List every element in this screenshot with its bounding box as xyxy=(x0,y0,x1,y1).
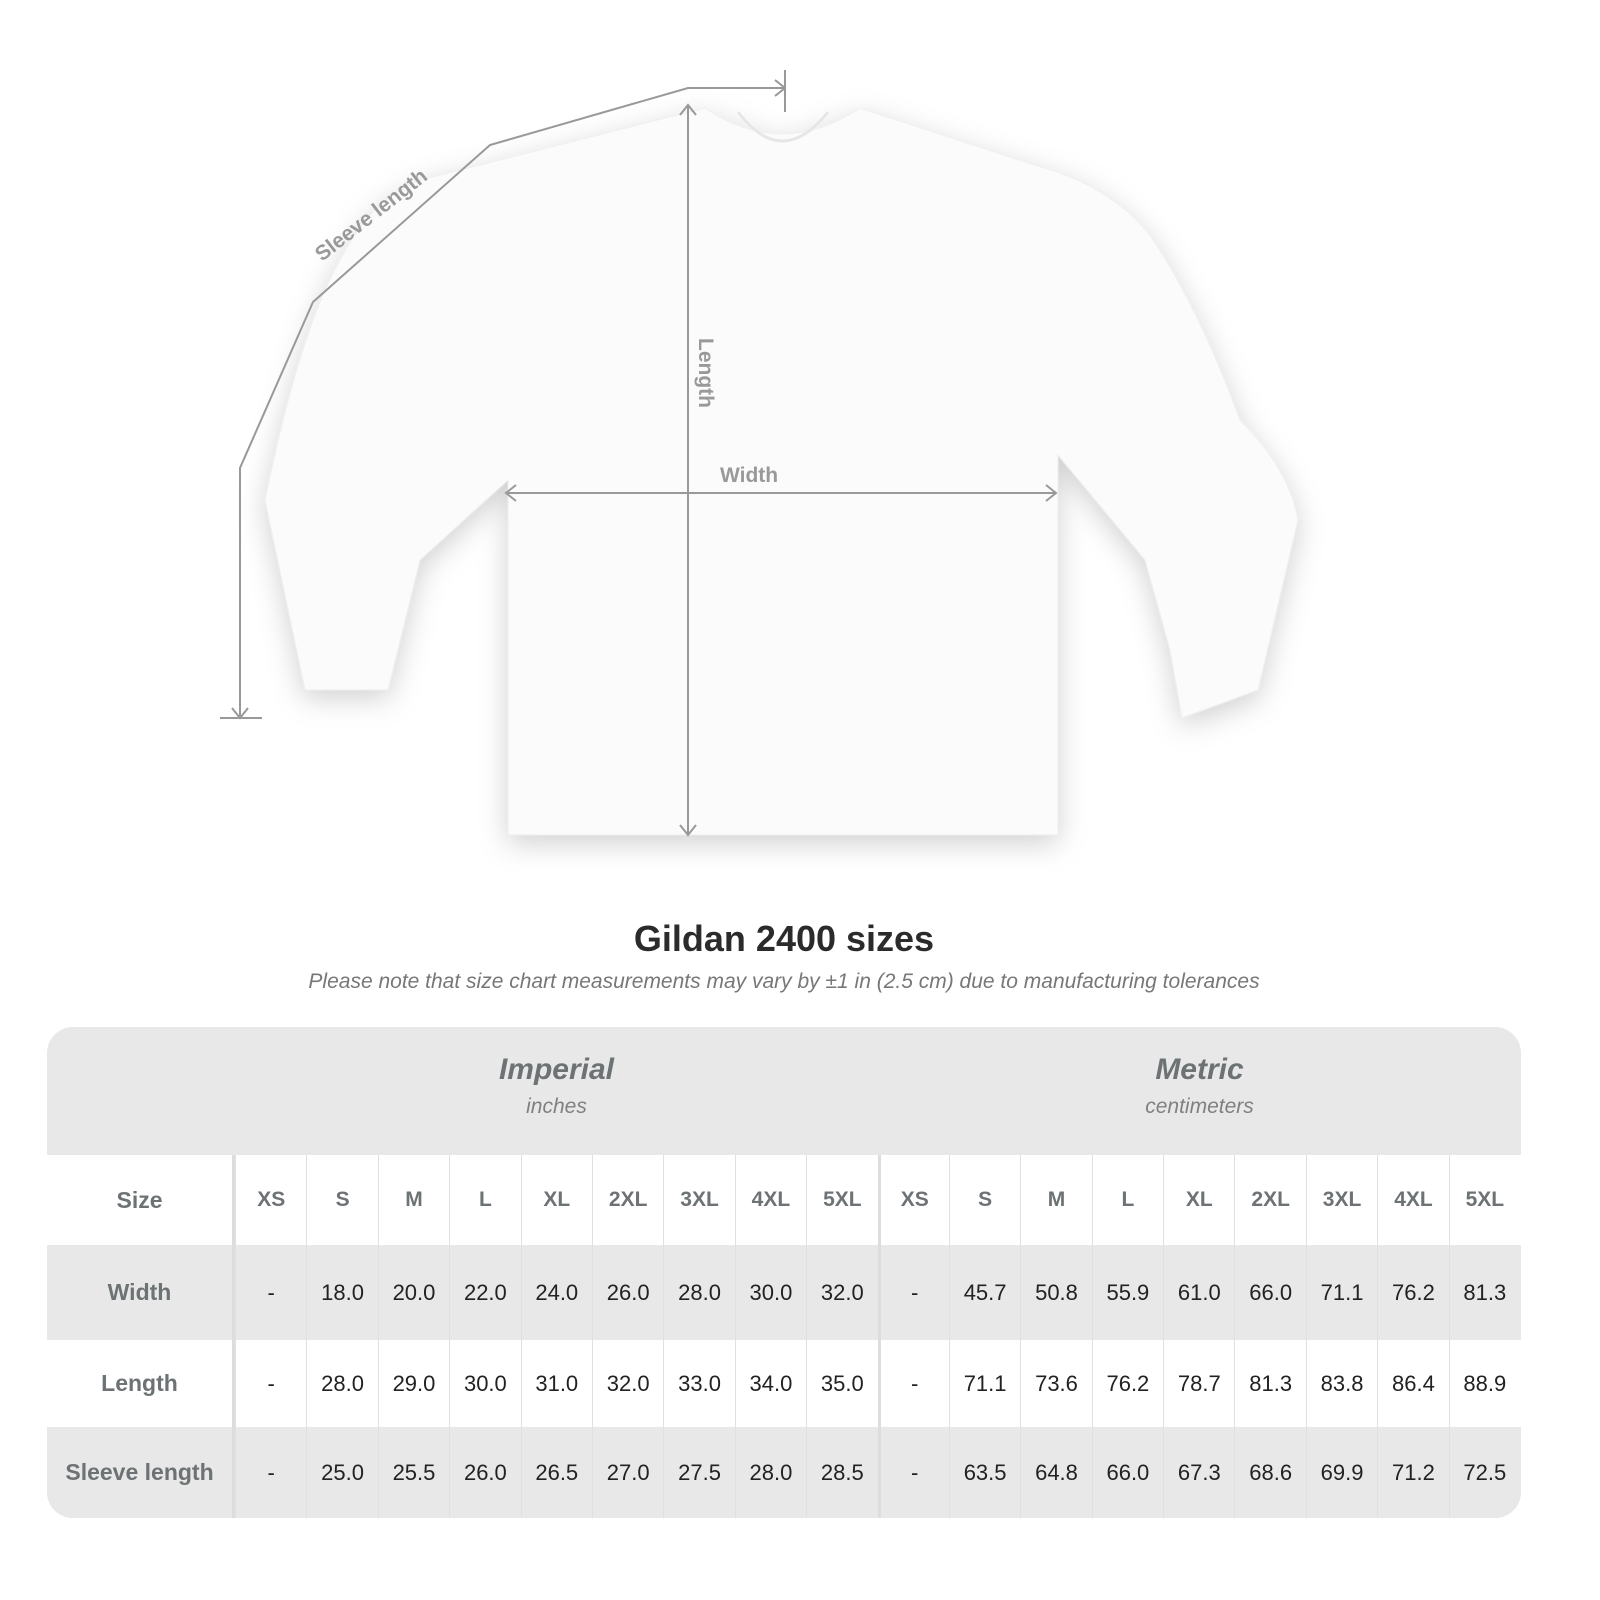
size-header-cell: S xyxy=(306,1155,377,1245)
size-header-cell: XS xyxy=(235,1155,306,1245)
size-header-cell: XS xyxy=(877,1155,949,1245)
value-cell: 34.0 xyxy=(734,1340,806,1427)
metric-unit: centimeters xyxy=(1145,1095,1254,1118)
value-cell: - xyxy=(235,1427,306,1518)
value-cell: 88.9 xyxy=(1448,1340,1520,1427)
value-cell: 32.0 xyxy=(806,1245,877,1340)
value-cell: - xyxy=(877,1427,949,1518)
size-header-cell: M xyxy=(1020,1155,1091,1245)
value-cell: 69.9 xyxy=(1305,1427,1377,1518)
value-cell: 28.0 xyxy=(306,1340,377,1427)
measurement-lines xyxy=(220,70,1058,837)
value-cell: 55.9 xyxy=(1091,1245,1163,1340)
value-cell: 26.0 xyxy=(591,1245,663,1340)
size-header-cell: 5XL xyxy=(1448,1155,1520,1245)
value-cell: 31.0 xyxy=(520,1340,592,1427)
value-cell: 26.5 xyxy=(520,1427,592,1518)
imperial-header: Imperial inches xyxy=(235,1027,878,1155)
row-label: Length xyxy=(47,1340,235,1427)
value-cell: 64.8 xyxy=(1020,1427,1091,1518)
value-cell: 28.5 xyxy=(806,1427,877,1518)
row-label: Sleeve length xyxy=(47,1427,235,1518)
value-cell: 71.1 xyxy=(948,1340,1020,1427)
value-cell: 66.0 xyxy=(1234,1245,1305,1340)
size-header-cell: XL xyxy=(520,1155,592,1245)
page-title: Gildan 2400 sizes xyxy=(633,918,935,959)
value-cell: 71.1 xyxy=(1305,1245,1377,1340)
row-label: Width xyxy=(47,1245,235,1340)
value-cell: 24.0 xyxy=(520,1245,592,1340)
size-header-cell: 2XL xyxy=(1234,1155,1305,1245)
value-cell: 83.8 xyxy=(1305,1340,1377,1427)
value-cell: 28.0 xyxy=(734,1427,806,1518)
long-sleeve-shirt xyxy=(264,107,1299,836)
value-cell: 67.3 xyxy=(1163,1427,1234,1518)
value-cell: 78.7 xyxy=(1163,1340,1234,1427)
tolerance-note: Please note that size chart measurements… xyxy=(308,970,1260,993)
value-cell: - xyxy=(877,1245,949,1340)
value-cell: - xyxy=(235,1340,306,1427)
size-header-cell: 3XL xyxy=(663,1155,734,1245)
value-cell: 28.0 xyxy=(663,1245,734,1340)
width-label: Width xyxy=(720,464,778,487)
size-header-cell: 4XL xyxy=(734,1155,806,1245)
metric-title: Metric xyxy=(1155,1053,1244,1086)
value-cell: 81.3 xyxy=(1448,1245,1520,1340)
size-table: Imperial inches Metric centimeters Size X… xyxy=(47,1027,1521,1518)
value-cell: 27.5 xyxy=(663,1427,734,1518)
value-cell: 35.0 xyxy=(806,1340,877,1427)
value-cell: 20.0 xyxy=(377,1245,449,1340)
value-cell: 30.0 xyxy=(734,1245,806,1340)
value-cell: 18.0 xyxy=(306,1245,377,1340)
value-cell: 27.0 xyxy=(591,1427,663,1518)
value-cell: 63.5 xyxy=(948,1427,1020,1518)
length-label: Length xyxy=(694,338,717,408)
value-cell: 81.3 xyxy=(1234,1340,1305,1427)
value-cell: - xyxy=(877,1340,949,1427)
value-cell: 76.2 xyxy=(1091,1340,1163,1427)
value-cell: 50.8 xyxy=(1020,1245,1091,1340)
value-cell: 68.6 xyxy=(1234,1427,1305,1518)
value-cell: 61.0 xyxy=(1163,1245,1234,1340)
size-header-cell: L xyxy=(449,1155,520,1245)
value-cell: 29.0 xyxy=(377,1340,449,1427)
value-cell: 71.2 xyxy=(1377,1427,1448,1518)
size-header-cell: 4XL xyxy=(1377,1155,1448,1245)
value-cell: - xyxy=(235,1245,306,1340)
shirt-diagram: Sleeve length Length Width xyxy=(220,70,1299,837)
value-cell: 86.4 xyxy=(1377,1340,1448,1427)
size-header-cell: 2XL xyxy=(591,1155,663,1245)
imperial-title: Imperial xyxy=(498,1053,615,1086)
size-header-cell: M xyxy=(377,1155,449,1245)
value-cell: 66.0 xyxy=(1091,1427,1163,1518)
metric-header: Metric centimeters xyxy=(878,1027,1521,1155)
value-cell: 32.0 xyxy=(591,1340,663,1427)
value-cell: 25.5 xyxy=(377,1427,449,1518)
imperial-unit: inches xyxy=(526,1095,587,1118)
value-cell: 26.0 xyxy=(449,1427,520,1518)
value-cell: 33.0 xyxy=(663,1340,734,1427)
value-cell: 73.6 xyxy=(1020,1340,1091,1427)
row-label: Size xyxy=(47,1155,235,1245)
size-header-cell: 5XL xyxy=(806,1155,877,1245)
value-cell: 76.2 xyxy=(1377,1245,1448,1340)
size-header-cell: XL xyxy=(1163,1155,1234,1245)
table-row: Length -28.0 29.0 30.0 31.0 32.0 33.0 34.0 35.0-… xyxy=(47,1340,1521,1427)
value-cell: 45.7 xyxy=(948,1245,1020,1340)
size-header-row: Size XS S M L XL 2XL 3XL 4XL 5XL XS S M L XL 2XL 3XL 4XL 5… xyxy=(47,1155,1521,1245)
table-row: Sleeve length -25.0 25.5 26.0 26.5 27.0 27.5 28… xyxy=(47,1427,1521,1518)
size-header-cell: L xyxy=(1091,1155,1163,1245)
value-cell: 30.0 xyxy=(449,1340,520,1427)
size-header-cell: S xyxy=(948,1155,1020,1245)
table-row: Width -18.0 20.0 22.0 24.0 26.0 28.0 30.0 32.0-4… xyxy=(47,1245,1521,1340)
size-header-cell: 3XL xyxy=(1305,1155,1377,1245)
value-cell: 72.5 xyxy=(1448,1427,1520,1518)
value-cell: 22.0 xyxy=(449,1245,520,1340)
value-cell: 25.0 xyxy=(306,1427,377,1518)
